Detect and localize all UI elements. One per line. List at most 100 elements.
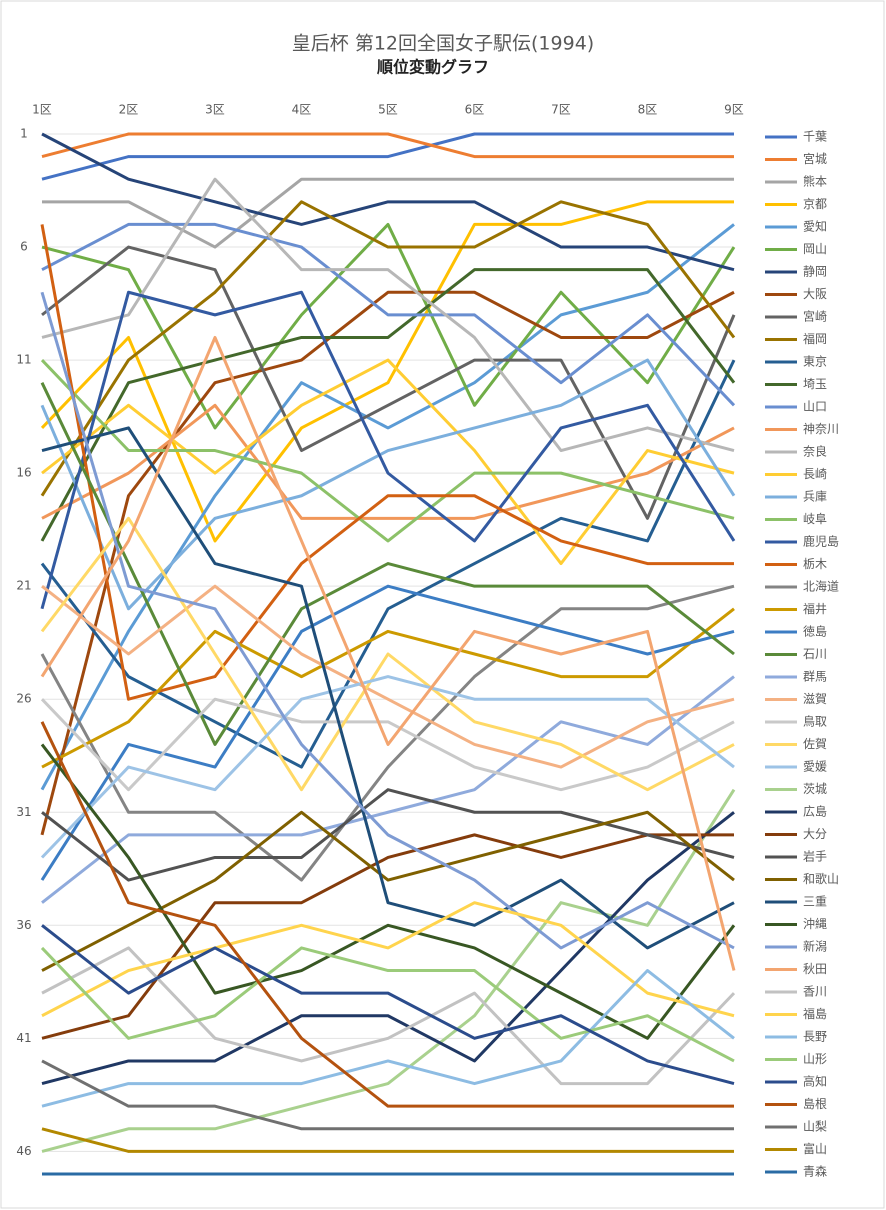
legend: 千葉宮城熊本京都愛知岡山静岡大阪宮崎福岡東京埼玉山口神奈川奈良長崎兵庫岐阜鹿児島… [765,130,839,1179]
x-tick-label: 8区 [638,103,658,117]
series-line [40,584,735,881]
legend-label: 滋賀 [803,692,827,706]
series-line [41,177,735,453]
legend-label: 大分 [803,827,827,841]
legend-label: 和歌山 [803,871,839,886]
legend-label: 東京 [803,355,827,369]
legend-label: 静岡 [803,265,827,279]
legend-label: 群馬 [803,670,827,684]
legend-label: 宮崎 [803,309,827,324]
series-line [41,132,734,159]
series-line [40,946,735,1063]
series-line [40,335,736,971]
series-line [40,200,734,543]
series-line [40,200,736,497]
series-line [40,223,735,791]
y-tick-label: 11 [16,353,31,367]
series-line [41,788,735,882]
legend-label: 三重 [803,895,827,909]
legend-label: 佐賀 [803,737,827,751]
plot-area [40,132,736,1176]
legend-label: 山形 [803,1052,827,1066]
legend-label: 鹿児島 [803,534,839,549]
x-tick-label: 6区 [465,103,485,117]
series-line [40,268,736,542]
series-line [40,290,736,610]
legend-label: 山口 [803,400,827,414]
legend-label: 長野 [803,1030,827,1044]
legend-label: 島根 [803,1096,827,1111]
series-line [42,177,734,249]
legend-label: 埼玉 [803,377,827,391]
series-line [40,358,736,611]
series-line [40,359,735,543]
y-tick-label: 26 [16,692,31,706]
series-line [40,516,735,792]
legend-label: 広島 [803,804,827,819]
series-line [41,584,735,769]
series-line [41,222,736,430]
legend-label: 神奈川 [803,422,839,436]
y-tick-label: 36 [16,918,31,932]
series-line [41,924,735,1086]
legend-label: 新潟 [803,939,827,954]
series-line [41,222,736,407]
legend-label: 秋田 [803,962,827,976]
x-tick-label: 5区 [378,103,398,117]
y-tick-label: 16 [16,466,31,480]
legend-label: 千葉 [803,130,827,144]
legend-label: 長崎 [803,467,827,481]
series-line [40,382,735,746]
x-tick-label: 4区 [292,103,312,117]
legend-label: 香川 [803,985,827,999]
legend-label: 兵庫 [803,490,827,504]
legend-label: 福井 [803,601,827,616]
series-line [41,969,735,1108]
legend-label: 栃木 [803,557,827,571]
y-tick-label: 41 [16,1031,31,1045]
legend-label: 奈良 [803,444,827,459]
legend-label: 鳥取 [803,714,827,729]
legend-label: 茨城 [803,782,827,796]
legend-label: 北海道 [803,579,839,594]
x-tick-label: 7区 [551,103,571,117]
x-tick-label: 9区 [724,103,744,117]
legend-label: 青森 [803,1164,827,1179]
y-tick-label: 6 [20,240,28,254]
series-line [41,245,736,520]
series-line [40,584,735,882]
y-tick-label: 46 [16,1144,31,1158]
legend-label: 大阪 [803,287,827,301]
legend-label: 愛知 [803,220,827,234]
legend-label: 福島 [803,1006,827,1021]
legend-label: 富山 [803,1141,827,1156]
legend-label: 石川 [803,647,827,661]
series-line [41,132,734,181]
x-tick-label: 2区 [119,103,139,117]
legend-label: 岩手 [803,849,827,864]
series-line [40,721,734,1108]
legend-label: 山梨 [803,1120,827,1134]
x-tick-label: 1区 [32,103,52,117]
series-line [41,811,735,1086]
legend-label: 徳島 [803,624,827,639]
legend-label: 熊本 [803,174,827,189]
series-line [40,675,735,859]
legend-label: 愛媛 [803,760,827,774]
legend-label: 京都 [803,197,827,211]
series-line [41,1059,734,1131]
series-line [41,1127,734,1153]
y-tick-label: 1 [20,127,28,141]
y-tick-label: 21 [16,579,31,593]
legend-label: 沖縄 [803,916,827,931]
y-tick-label: 31 [16,805,31,819]
series-line [41,607,735,769]
chart-title: 皇后杯 第12回全国女子駅伝(1994) [292,33,594,55]
legend-label: 高知 [803,1074,827,1089]
series-line [41,901,735,1018]
x-tick-label: 3区 [205,103,225,117]
legend-label: 宮城 [803,151,827,166]
legend-label: 岡山 [803,242,827,256]
series-line [41,132,735,272]
